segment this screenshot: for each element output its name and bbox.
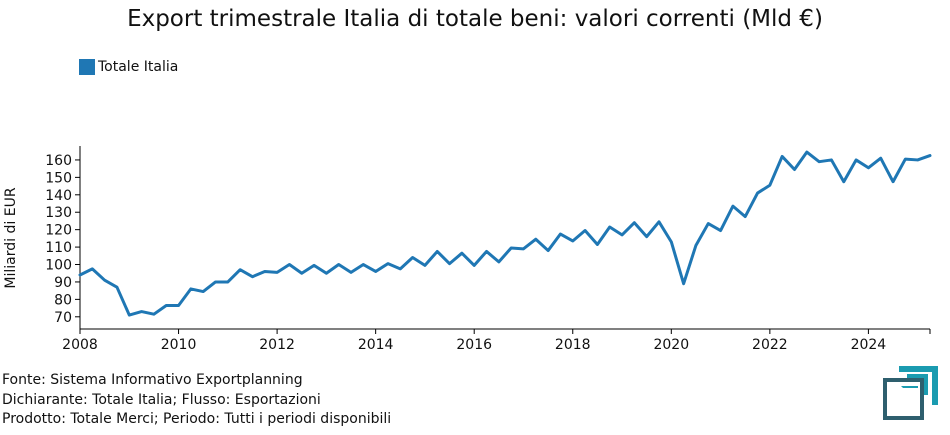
y-axis-title: Miliardi di EUR <box>3 187 19 288</box>
y-tick-label: 130 <box>45 205 72 221</box>
y-tick-label: 80 <box>54 292 72 308</box>
legend: Totale Italia <box>79 59 178 75</box>
x-tick-label: 2022 <box>752 337 788 353</box>
exportplanning-logo-icon <box>883 366 938 420</box>
legend-label: Totale Italia <box>98 59 179 75</box>
x-tick-label: 2008 <box>62 337 98 353</box>
x-axis: 2008 2010 2012 2014 2016 2018 2020 2022 2024 <box>62 328 931 353</box>
x-tick-label: 2014 <box>358 337 394 353</box>
footer-declarant: Dichiarante: Totale Italia; Flusso: Espo… <box>2 391 321 408</box>
y-tick-label: 110 <box>45 240 72 256</box>
x-tick-label: 2018 <box>555 337 591 353</box>
series-line <box>78 150 932 317</box>
series-layer <box>78 150 932 317</box>
x-tick-label: 2016 <box>456 337 492 353</box>
footer-product: Prodotto: Totale Merci; Periodo: Tutti i… <box>2 411 392 427</box>
y-tick-label: 90 <box>54 275 72 291</box>
y-tick-label: 160 <box>45 153 72 169</box>
footer: Fonte: Sistema Informativo Exportplannin… <box>2 371 391 430</box>
chart-title: Export trimestrale Italia di totale beni… <box>127 6 823 32</box>
x-tick-label: 2012 <box>259 337 295 353</box>
y-tick-label: 120 <box>45 223 72 239</box>
y-tick-label: 150 <box>45 170 72 186</box>
y-tick-label: 100 <box>45 258 72 274</box>
y-tick-label: 70 <box>54 310 72 326</box>
x-tick-label: 2010 <box>161 337 197 353</box>
x-tick-label: 2024 <box>851 337 887 353</box>
legend-swatch <box>79 59 95 75</box>
footer-source: Fonte: Sistema Informativo Exportplannin… <box>2 372 303 388</box>
x-tick-label: 2020 <box>653 337 689 353</box>
y-tick-label: 140 <box>45 188 72 204</box>
